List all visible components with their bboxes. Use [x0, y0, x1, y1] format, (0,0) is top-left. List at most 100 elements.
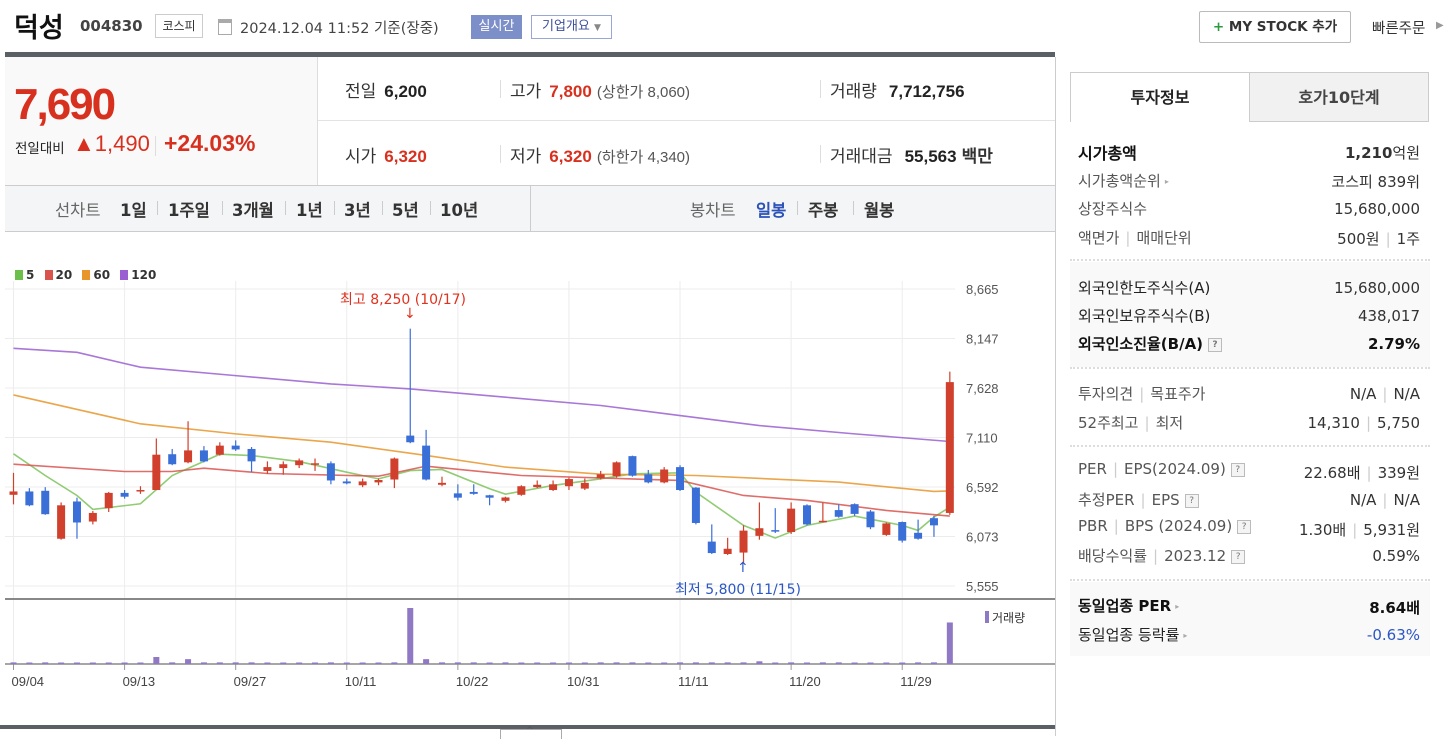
section-divider: [1070, 367, 1430, 369]
foreign-hold-label: 외국인보유주식수(B): [1078, 307, 1211, 325]
help-icon[interactable]: ?: [1231, 549, 1246, 564]
divider: |: [1113, 517, 1119, 535]
listed-shares-value: 15,680,000: [1334, 200, 1420, 218]
chart-legend: 5 20 60 120: [15, 264, 156, 283]
volume-value: 7,712,756: [888, 82, 965, 101]
period-1w[interactable]: 1주일: [168, 201, 210, 220]
industry-per-link[interactable]: 동일업종 PER ▸: [1078, 595, 1179, 616]
divider: [382, 201, 383, 215]
volume-bar: [137, 662, 144, 664]
y-tick-label: 6,073: [966, 530, 999, 545]
volume-bar: [581, 662, 588, 664]
x-tick-label: 10/22: [456, 674, 489, 689]
ma60-line: [13, 394, 950, 493]
x-tick-label: 10/31: [567, 674, 600, 689]
candle-body: [771, 530, 780, 532]
collapse-chart-button[interactable]: ^: [500, 726, 562, 739]
top-divider: [5, 52, 1055, 57]
opinion-label: 투자의견 | 목표주가: [1078, 383, 1205, 404]
legend-label: 120: [131, 268, 157, 282]
help-icon[interactable]: ?: [1237, 519, 1252, 534]
section-divider: [1070, 445, 1430, 447]
candle-body: [596, 474, 605, 479]
volume-bar: [10, 662, 17, 664]
candle-body: [485, 495, 494, 498]
help-icon[interactable]: ?: [1208, 337, 1223, 352]
quick-order-link[interactable]: 빠른주문: [1372, 21, 1426, 37]
divider: [797, 201, 798, 215]
volume-bar: [613, 662, 620, 664]
pbr-label-1: PBR: [1078, 517, 1108, 535]
candle-body: [342, 481, 351, 484]
volume-bar: [312, 662, 319, 664]
mcap-rank-label: 시가총액순위: [1078, 172, 1161, 190]
foreign-limit-label: 외국인한도주식수(A): [1078, 279, 1211, 297]
corp-overview-label: 기업개요: [542, 19, 590, 34]
candle-body: [818, 520, 827, 523]
x-tick-label: 11/11: [678, 674, 709, 689]
dividend-label-2: 2023.12: [1164, 547, 1227, 565]
open-price: 시가 6,320: [345, 142, 427, 167]
period-weekly[interactable]: 주봉: [808, 201, 839, 220]
period-5y[interactable]: 5년: [392, 201, 419, 220]
mcap-rank-value: 코스피 839위: [1331, 173, 1420, 191]
period-daily[interactable]: 일봉: [756, 201, 787, 220]
volume-bar: [756, 661, 763, 664]
legend-swatch: [15, 270, 23, 280]
help-icon[interactable]: ?: [1184, 493, 1199, 508]
par-value: 500원 | 1주: [1337, 228, 1420, 249]
volume-bar: [835, 662, 842, 664]
candle-body: [422, 445, 431, 480]
industry-change-link[interactable]: 동일업종 등락률 ▸: [1078, 624, 1187, 645]
candle-body: [9, 491, 18, 495]
x-tick-label: 09/04: [12, 674, 45, 689]
candle-body: [326, 463, 335, 481]
price-chart[interactable]: 5 20 60 120 8,665 8,147 7,628 7,110 6,592 6,0…: [0, 232, 1055, 726]
candle-body: [279, 464, 288, 469]
per-label: PER | EPS(2024.09)?: [1078, 460, 1245, 478]
tab-order-book[interactable]: 호가10단계: [1249, 72, 1429, 122]
period-10y[interactable]: 10년: [440, 201, 479, 220]
volume-bar: [232, 662, 239, 664]
prev-close-label: 전일: [345, 82, 377, 102]
volume-bar: [26, 662, 33, 664]
period-3m[interactable]: 3개월: [232, 201, 274, 220]
candle-body: [247, 448, 256, 462]
prev-close: 전일 6,200: [345, 77, 427, 102]
tab-investment-info[interactable]: 투자정보: [1070, 72, 1250, 122]
volume-bar: [359, 662, 366, 664]
add-my-stock-button[interactable]: + MY STOCK 추가: [1199, 11, 1351, 43]
period-1d[interactable]: 1일: [120, 201, 147, 220]
help-icon[interactable]: ?: [1230, 462, 1245, 477]
low-value: 6,320: [549, 147, 592, 166]
max-annotation: 최고 8,250 (10/17): [340, 292, 467, 308]
volume-bar: [692, 662, 699, 664]
stock-code: 004830: [80, 17, 143, 35]
opinion-value: N/A | N/A: [1350, 385, 1420, 403]
candle-body: [57, 505, 66, 539]
par-label-2: 매매단위: [1136, 229, 1192, 247]
market-badge: 코스피: [155, 14, 203, 38]
mcap-value: 1,210억원: [1345, 142, 1420, 163]
volume-bar: [930, 662, 937, 664]
volume-bar: [264, 662, 271, 664]
pbr-value-1: 1.30배: [1298, 521, 1347, 539]
period-monthly[interactable]: 월봉: [864, 201, 895, 220]
realtime-button[interactable]: 실시간: [471, 15, 522, 39]
industry-per-label: 동일업종 PER: [1078, 597, 1172, 615]
add-my-stock-label: MY STOCK 추가: [1228, 19, 1338, 35]
eper-value-1: N/A: [1349, 491, 1377, 509]
eps-value: 339원: [1377, 464, 1420, 482]
foreign-hold-value: 438,017: [1357, 307, 1420, 325]
period-1y[interactable]: 1년: [296, 201, 323, 220]
amount-label: 거래대금: [830, 147, 893, 167]
volume-bar: [788, 662, 795, 664]
chart-canvas: 8,665 8,147 7,628 7,110 6,592 6,073 5,555 09/04…: [5, 281, 1055, 689]
candle-body: [199, 450, 208, 462]
opinion-value-2: N/A: [1393, 385, 1420, 403]
period-3y[interactable]: 3년: [344, 201, 371, 220]
mcap-rank-link[interactable]: 시가총액순위 ▸: [1078, 170, 1169, 191]
w52-high: 14,310: [1307, 414, 1360, 432]
candle-body: [295, 460, 304, 466]
corp-overview-dropdown[interactable]: 기업개요 ▼: [531, 15, 612, 39]
